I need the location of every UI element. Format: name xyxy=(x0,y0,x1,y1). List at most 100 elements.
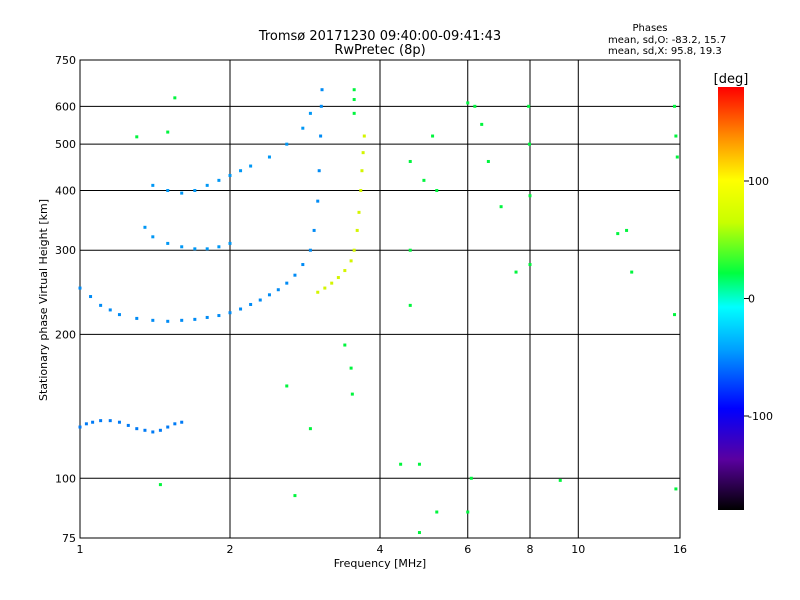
data-points xyxy=(78,88,679,535)
data-point xyxy=(217,178,221,182)
data-point xyxy=(435,510,439,514)
data-point xyxy=(151,235,155,239)
data-point xyxy=(349,259,353,263)
data-point xyxy=(316,290,320,294)
grid-lines xyxy=(80,60,680,538)
data-point xyxy=(417,462,421,466)
data-point xyxy=(352,248,356,252)
data-point xyxy=(143,428,147,432)
data-point xyxy=(135,427,139,431)
data-point xyxy=(108,419,112,423)
data-point xyxy=(217,245,221,249)
data-point xyxy=(249,302,253,306)
data-point xyxy=(205,315,209,319)
data-point xyxy=(528,194,532,198)
data-point xyxy=(528,263,532,267)
data-point xyxy=(399,462,403,466)
series-scattered-noise xyxy=(135,88,679,535)
data-point xyxy=(99,303,103,307)
data-point xyxy=(674,134,678,138)
data-point xyxy=(466,101,470,105)
data-point xyxy=(239,307,243,311)
data-point xyxy=(417,531,421,535)
data-point xyxy=(217,314,221,318)
y-tick-label: 750 xyxy=(55,54,76,67)
data-point xyxy=(267,155,271,159)
series-f2-x-trace xyxy=(316,134,366,294)
data-point xyxy=(78,425,82,429)
data-point xyxy=(239,169,243,173)
data-point xyxy=(126,423,130,427)
data-point xyxy=(293,273,297,277)
data-point xyxy=(355,228,359,232)
x-tick-labels: 1 2 4 6 8 10 16 xyxy=(77,543,688,556)
data-point xyxy=(267,293,271,297)
data-point xyxy=(319,104,323,108)
x-tick-label: 10 xyxy=(571,543,585,556)
data-point xyxy=(431,134,435,138)
data-point xyxy=(330,281,334,285)
chart-subtitle: RwPretec (8p) xyxy=(334,43,425,58)
data-point xyxy=(316,199,320,203)
data-point xyxy=(308,427,312,431)
data-point xyxy=(514,270,518,274)
series-f2-o-multi-hop xyxy=(143,111,312,251)
data-point xyxy=(343,269,347,273)
stats-x-line: mean, sd,X: 95.8, 19.3 xyxy=(608,46,722,57)
x-tick-label: 8 xyxy=(527,543,534,556)
data-point xyxy=(308,248,312,252)
data-point xyxy=(357,210,361,214)
data-point xyxy=(166,130,170,134)
data-point xyxy=(616,232,620,236)
data-point xyxy=(480,122,484,126)
y-tick-label: 400 xyxy=(55,184,76,197)
data-point xyxy=(158,428,162,432)
data-point xyxy=(99,419,103,423)
data-point xyxy=(301,263,305,267)
data-point xyxy=(180,191,184,195)
data-point xyxy=(323,286,327,290)
y-tick-label: 200 xyxy=(55,328,76,341)
data-point xyxy=(293,494,297,498)
data-point xyxy=(422,178,426,182)
x-tick-label: 6 xyxy=(464,543,471,556)
data-point xyxy=(408,159,412,163)
data-point xyxy=(362,134,366,138)
data-point xyxy=(319,134,323,138)
data-point xyxy=(343,343,347,347)
data-point xyxy=(151,183,155,187)
data-point xyxy=(630,270,634,274)
data-point xyxy=(173,96,177,100)
data-point xyxy=(180,420,184,424)
data-point xyxy=(228,241,232,245)
data-point xyxy=(151,430,155,434)
y-tick-label: 100 xyxy=(55,472,76,485)
data-point xyxy=(673,313,677,317)
data-point xyxy=(228,311,232,315)
data-point xyxy=(143,225,147,229)
data-point xyxy=(108,308,112,312)
data-point xyxy=(193,247,197,251)
data-point xyxy=(674,487,678,491)
data-point xyxy=(276,288,280,292)
data-point xyxy=(527,142,531,146)
data-point xyxy=(151,318,155,322)
data-point xyxy=(193,317,197,321)
data-point xyxy=(285,142,289,146)
data-point xyxy=(486,159,490,163)
data-point xyxy=(180,245,184,249)
data-point xyxy=(312,228,316,232)
data-point xyxy=(360,169,364,173)
y-tick-label: 300 xyxy=(55,244,76,257)
colorbar-tick-label: 0 xyxy=(748,293,755,306)
data-point xyxy=(352,88,356,92)
data-point xyxy=(166,425,170,429)
y-tick-labels: 75 100 200 300 400 500 600 750 xyxy=(55,54,76,545)
data-point xyxy=(499,205,503,209)
series-e-low-o-trace xyxy=(78,419,184,434)
series-f1-o-trace xyxy=(78,88,324,323)
data-point xyxy=(91,420,95,424)
data-point xyxy=(166,241,170,245)
colorbar-tick-label: 100 xyxy=(748,175,769,188)
data-point xyxy=(228,173,232,177)
